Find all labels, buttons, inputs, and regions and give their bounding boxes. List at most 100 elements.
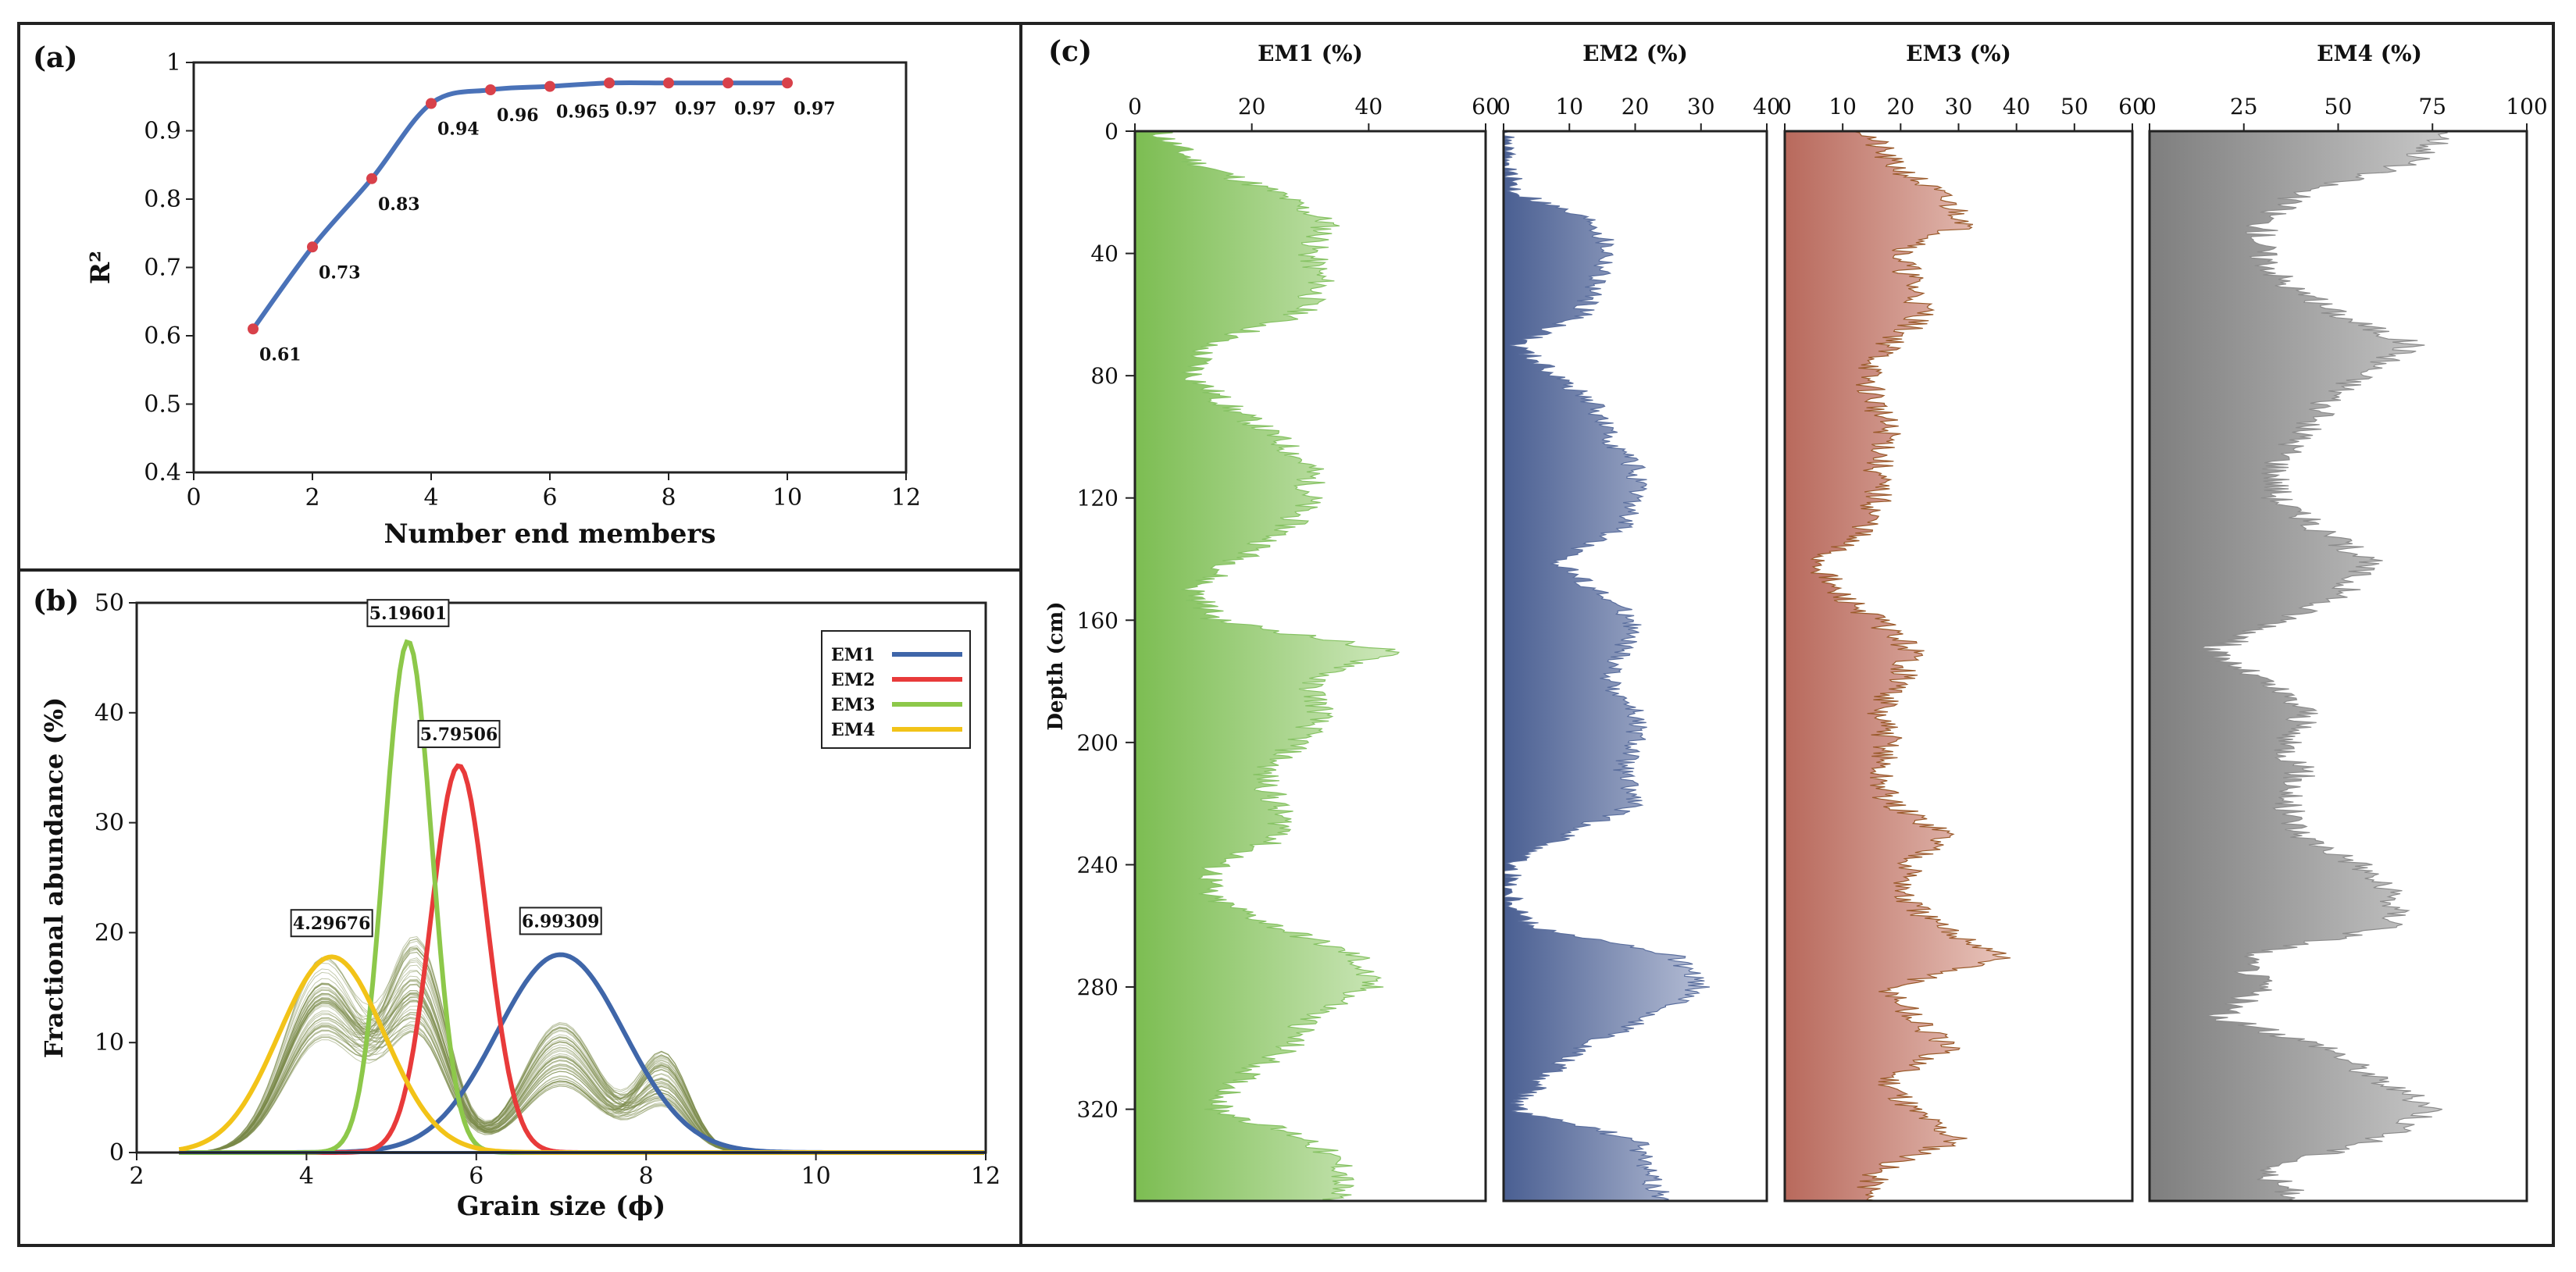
x-tick-label-a: 8 — [661, 484, 676, 511]
track-tick-label: 60 — [2118, 94, 2146, 119]
y-axis-label-b: Fractional abundance (%) — [39, 697, 69, 1059]
track-tick-label: 0 — [2143, 94, 2157, 119]
track-tick-label: 0 — [1128, 94, 1142, 119]
y-tick-label-b: 30 — [95, 810, 124, 837]
r2-point — [366, 173, 377, 184]
peak-label: 6.99309 — [522, 911, 600, 932]
y-tick-label-b: 50 — [95, 590, 124, 617]
r2-point — [248, 323, 259, 335]
track-tick-label: 40 — [1355, 94, 1383, 119]
peak-label: 5.79506 — [420, 725, 498, 745]
panel-c-border — [1019, 22, 2555, 1247]
track-tick-label: 20 — [1887, 94, 1915, 119]
track-tick-label: 75 — [2418, 94, 2446, 119]
y-tick-label-b: 20 — [95, 919, 124, 946]
depth-tick-label: 320 — [1077, 1097, 1119, 1123]
track-tick-label: 20 — [1622, 94, 1650, 119]
x-axis-label-b: Grain size (ϕ) — [457, 1191, 665, 1222]
y-axis-label-a: R² — [85, 251, 116, 284]
x-tick-label-a: 10 — [772, 484, 802, 511]
depth-tick-label: 0 — [1104, 119, 1119, 144]
x-tick-label-a: 2 — [305, 484, 319, 511]
r2-point-label: 0.965 — [556, 102, 610, 123]
track-tick-label: 20 — [1238, 94, 1266, 119]
track-tick-label: 0 — [1778, 94, 1792, 119]
x-tick-label-b: 8 — [639, 1163, 654, 1190]
peak-label-box — [519, 907, 602, 935]
x-tick-label-b: 4 — [299, 1163, 314, 1190]
track-tick-label: 10 — [1829, 94, 1857, 119]
plot-area-b — [135, 601, 987, 1154]
panel-b-label: (b) — [33, 585, 79, 618]
peak-label-box — [417, 720, 501, 749]
y-tick-label-a: 0.9 — [144, 118, 181, 145]
y-tick-label-a: 0.4 — [144, 459, 181, 486]
depth-tick-label: 80 — [1090, 363, 1119, 389]
track-frame-1 — [1133, 130, 1487, 1203]
track-area-1 — [1134, 130, 1400, 1202]
peak-label-box — [366, 599, 450, 628]
r2-point-label: 0.61 — [259, 344, 301, 365]
track-area-2 — [1502, 130, 1710, 1202]
x-tick-label-b: 12 — [971, 1163, 1001, 1190]
track-tick-label: 25 — [2230, 94, 2258, 119]
x-tick-label-a: 4 — [423, 484, 438, 511]
legend-label: EM4 — [831, 720, 875, 740]
y-tick-label-a: 0.5 — [144, 391, 181, 419]
track-title: EM2 (%) — [1582, 41, 1688, 66]
track-tick-label: 30 — [1687, 94, 1715, 119]
panel-a-label: (a) — [33, 41, 77, 74]
legend-label: EM3 — [831, 695, 875, 715]
y-tick-label-b: 0 — [109, 1139, 124, 1167]
legend-label: EM2 — [831, 670, 875, 690]
x-axis-label-a: Number end members — [384, 518, 716, 550]
y-tick-label-a: 1 — [166, 49, 181, 77]
legend-label: EM1 — [831, 645, 875, 665]
r2-point — [426, 98, 437, 109]
r2-point-label: 0.97 — [675, 98, 717, 119]
depth-tick-label: 120 — [1077, 486, 1119, 511]
y-tick-label-a: 0.8 — [144, 186, 181, 213]
r2-point-label: 0.94 — [437, 119, 480, 140]
y-tick-label-a: 0.6 — [144, 322, 181, 350]
track-tick-label: 0 — [1497, 94, 1511, 119]
track-title: EM4 (%) — [2317, 41, 2422, 66]
r2-point-label: 0.83 — [378, 194, 420, 215]
r2-point-label: 0.97 — [615, 98, 658, 119]
x-tick-label-b: 10 — [801, 1163, 831, 1190]
chart-a-r2: 0 2 4 6 8 10 12 0.4 0.5 0.6 0.7 0.8 0.9 1 Number end m… — [85, 49, 921, 550]
r2-point — [604, 77, 615, 89]
peak-label: 4.29676 — [293, 914, 371, 934]
track-tick-label: 40 — [1753, 94, 1781, 119]
track-area-4 — [2149, 130, 2449, 1202]
depth-tick-label: 200 — [1077, 730, 1119, 756]
r2-point — [307, 241, 318, 253]
track-tick-label: 10 — [1555, 94, 1583, 119]
r2-point-label: 0.97 — [734, 98, 776, 119]
track-tick-label: 40 — [2003, 94, 2031, 119]
r2-point-label: 0.73 — [319, 262, 361, 283]
r2-point — [544, 80, 555, 92]
y-tick-label-a: 0.7 — [144, 255, 181, 282]
peak-label-box — [290, 909, 373, 938]
track-area-3 — [1784, 130, 2011, 1202]
x-tick-label-a: 12 — [891, 484, 921, 511]
r2-point — [485, 84, 496, 95]
panel-c-label: (c) — [1048, 35, 1092, 68]
peak-label: 5.19601 — [369, 604, 448, 624]
y-tick-label-b: 10 — [95, 1029, 124, 1056]
track-title: EM3 (%) — [1906, 41, 2011, 66]
x-tick-label-b: 6 — [469, 1163, 483, 1190]
track-title: EM1 (%) — [1258, 41, 1363, 66]
track-tick-label: 50 — [2060, 94, 2089, 119]
track-tick-label: 50 — [2324, 94, 2353, 119]
depth-axis-label: Depth (cm) — [1044, 601, 1068, 730]
track-tick-label: 60 — [1472, 94, 1500, 119]
r2-point — [663, 77, 674, 89]
track-tick-label: 30 — [1945, 94, 1973, 119]
r2-point-label: 0.96 — [497, 105, 539, 126]
y-tick-label-b: 40 — [95, 700, 124, 727]
r2-point-label: 0.97 — [794, 98, 836, 119]
